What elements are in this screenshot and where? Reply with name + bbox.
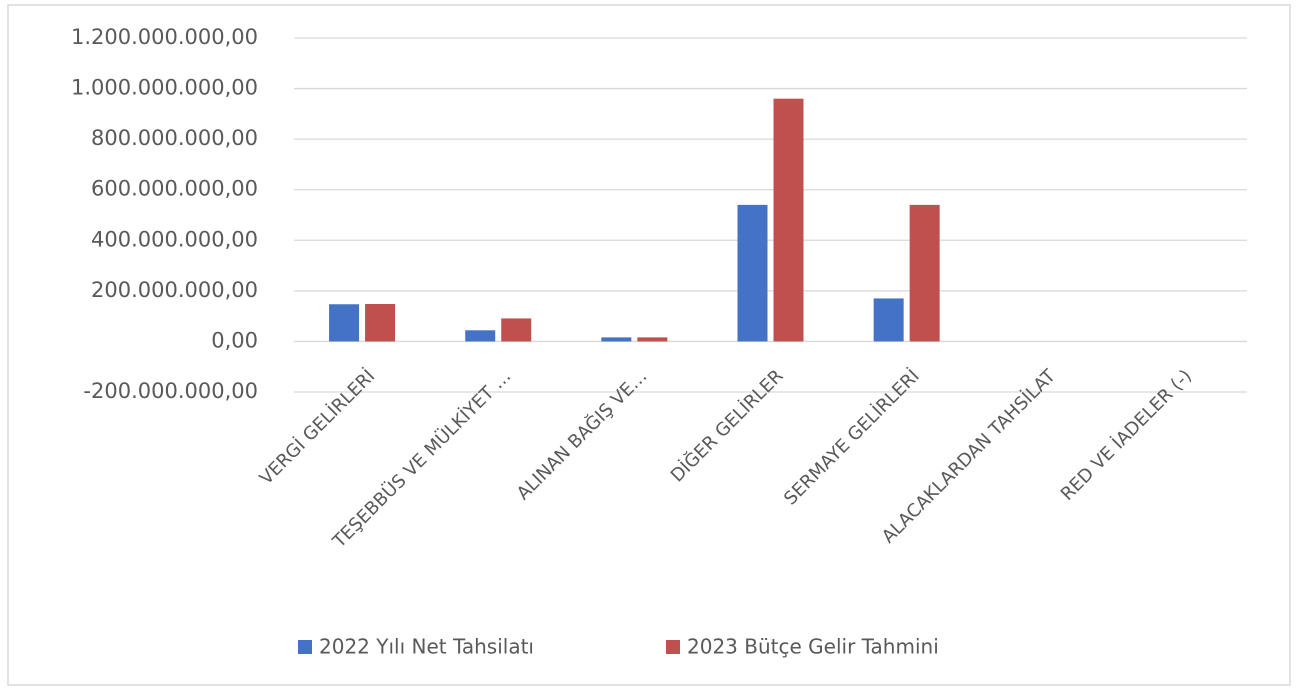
y-tick-label: 800.000.000,00 <box>91 126 258 150</box>
y-tick-label: 600.000.000,00 <box>91 177 258 201</box>
y-tick-label: 400.000.000,00 <box>91 227 258 251</box>
bar <box>737 204 768 342</box>
bar <box>773 98 804 342</box>
bar <box>365 304 396 342</box>
y-tick-label: 1.000.000.000,00 <box>71 76 258 100</box>
legend-label: 2023 Bütçe Gelir Tahmini <box>687 635 939 659</box>
bar <box>329 304 360 342</box>
y-tick-label: -200.000.000,00 <box>83 379 258 403</box>
legend-swatch <box>666 640 680 654</box>
y-tick-label: 0,00 <box>211 328 258 352</box>
bar <box>601 337 632 342</box>
legend-swatch <box>298 640 312 654</box>
bar <box>909 204 940 342</box>
chart-frame <box>7 4 1291 686</box>
legend-label: 2022 Yılı Net Tahsilatı <box>319 635 534 659</box>
bar <box>873 298 904 342</box>
bar <box>637 337 668 342</box>
y-tick-label: 200.000.000,00 <box>91 278 258 302</box>
bar <box>501 318 532 342</box>
y-tick-label: 1.200.000.000,00 <box>71 25 258 49</box>
bar <box>465 330 496 342</box>
